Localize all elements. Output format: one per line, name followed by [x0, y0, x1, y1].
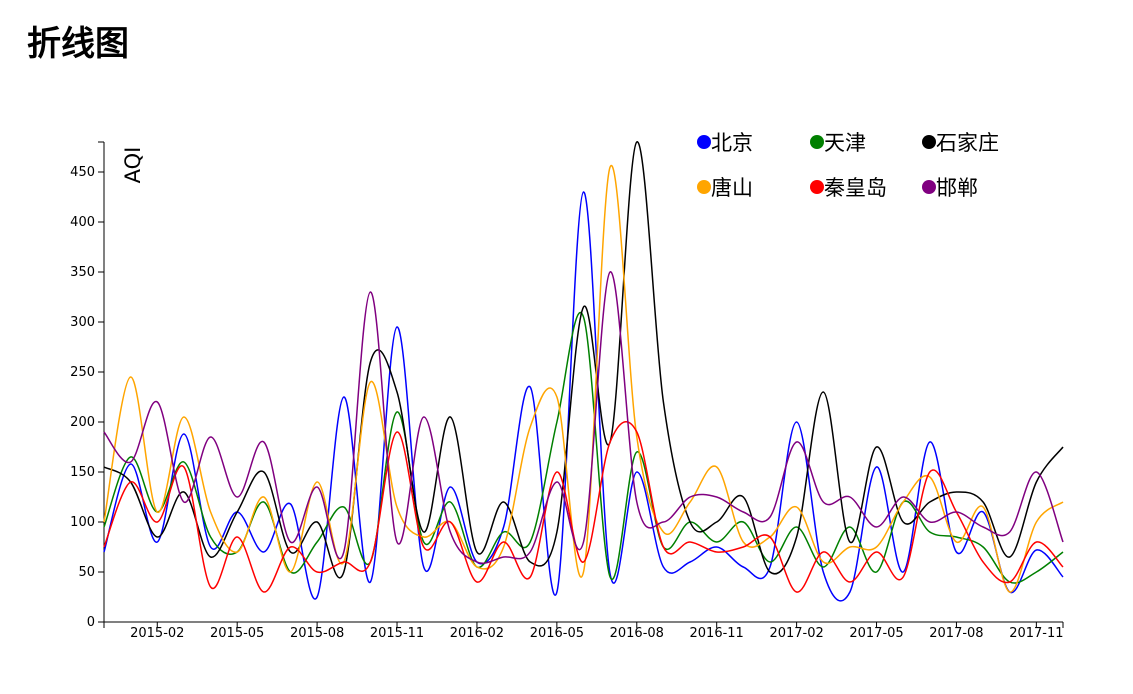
y-tick-label: 300: [70, 315, 95, 330]
legend-label: 北京: [711, 131, 753, 155]
x-tick-label: 2017-11: [1009, 626, 1063, 641]
x-tick-label: 2016-08: [610, 626, 664, 641]
legend-item-1: 北京: [697, 131, 753, 155]
y-tick-label: 250: [70, 365, 95, 380]
x-tick-label: 2016-02: [450, 626, 504, 641]
legend-label: 秦皇岛: [824, 176, 887, 200]
x-tick-label: 2017-05: [849, 626, 903, 641]
x-tick-label: 2016-11: [690, 626, 744, 641]
legend-item-2: 天津: [810, 131, 866, 155]
series-line-5: [104, 422, 1063, 592]
legend-swatch: [810, 135, 824, 149]
legend-swatch: [922, 180, 936, 194]
legend-swatch: [922, 135, 936, 149]
y-tick-label: 400: [70, 215, 95, 230]
y-axis: 0 50 100 150 200 250 300 350 400 450: [70, 142, 104, 630]
legend-item-4: 唐山: [697, 176, 753, 200]
y-tick-label: 450: [70, 165, 95, 180]
legend-swatch: [810, 180, 824, 194]
legend-item-3: 石家庄: [922, 131, 999, 155]
x-axis: 2015-02 2015-05 2015-08 2015-11 2016-02 2016-…: [104, 622, 1064, 641]
legend-swatch: [697, 180, 711, 194]
x-tick-label: 2016-05: [530, 626, 584, 641]
legend-label: 唐山: [711, 176, 753, 200]
legend-label: 石家庄: [936, 131, 999, 155]
x-tick-label: 2015-05: [210, 626, 264, 641]
x-tick-label: 2015-08: [290, 626, 344, 641]
legend-label: 天津: [824, 131, 866, 155]
x-tick-label: 2017-08: [929, 626, 983, 641]
legend-swatch: [697, 135, 711, 149]
x-tick-label: 2015-02: [130, 626, 184, 641]
y-tick-label: 0: [87, 615, 95, 630]
y-tick-label: 50: [78, 565, 95, 580]
legend-item-6: 邯郸: [922, 176, 978, 200]
legend-item-5: 秦皇岛: [810, 176, 887, 200]
y-tick-label: 350: [70, 265, 95, 280]
x-tick-label: 2015-11: [370, 626, 424, 641]
y-axis-title: AQI: [121, 147, 145, 184]
y-tick-label: 150: [70, 465, 95, 480]
legend-label: 邯郸: [936, 176, 978, 200]
y-tick-label: 200: [70, 415, 95, 430]
x-tick-label: 2017-02: [769, 626, 823, 641]
series-layer: [104, 142, 1063, 601]
y-tick-label: 100: [70, 515, 95, 530]
